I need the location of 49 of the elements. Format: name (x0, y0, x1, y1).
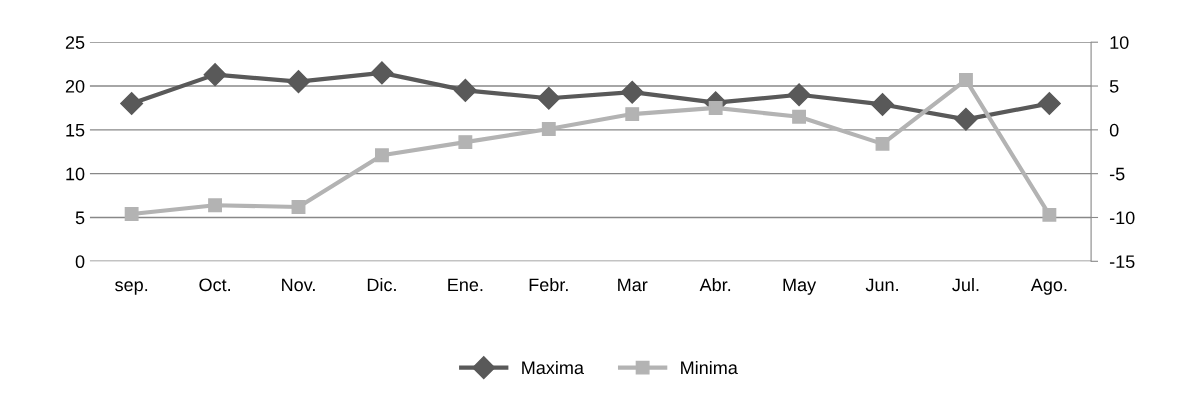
point (792, 109, 807, 124)
x-tick-label: Nov. (282, 278, 315, 292)
x-tick-label: Oct. (199, 278, 230, 292)
point (287, 70, 310, 94)
x-tick-label: Abr. (699, 277, 731, 292)
y-tick-label: 15 (66, 123, 85, 137)
point (203, 63, 227, 87)
point (708, 100, 723, 115)
x-tick-label: sep. (115, 281, 148, 295)
x-tick-label: Ago. (1030, 278, 1067, 295)
point (625, 107, 640, 122)
point (954, 107, 978, 131)
point (541, 122, 556, 136)
point (458, 135, 473, 150)
point (620, 80, 644, 104)
point (958, 72, 973, 87)
y2-tick-label: 5 (1109, 80, 1119, 93)
y-tick-label: 5 (75, 211, 85, 225)
legend-label: Maxima (522, 360, 584, 375)
y-tick-label: 25 (65, 36, 85, 49)
x-tick-label: Febr. (529, 277, 568, 292)
y2-tick-label: 0 (1109, 123, 1119, 137)
y2-tick-label: -10 (1109, 211, 1135, 225)
y-tick-label: 20 (65, 79, 85, 93)
point (291, 200, 306, 214)
point (1037, 92, 1061, 116)
point (370, 61, 394, 85)
x-tick-label: May (783, 278, 817, 295)
point (120, 92, 144, 116)
point (1042, 207, 1057, 222)
x-tick-label: Jun. (865, 278, 898, 292)
y-tick-label: 0 (75, 255, 85, 269)
point (374, 148, 389, 163)
x-tick-label: Dic. (367, 277, 396, 292)
x-tick-label: Mar (618, 278, 648, 292)
point (875, 136, 890, 151)
point (453, 78, 477, 102)
point (208, 198, 223, 213)
point (871, 92, 895, 116)
y-tick-label: 10 (66, 167, 85, 181)
point (787, 83, 811, 107)
x-tick-label: Jul. (952, 277, 979, 292)
y2-tick-label: -15 (1109, 255, 1135, 269)
point (124, 207, 139, 221)
y2-tick-label: 10 (1110, 36, 1129, 49)
y2-tick-label: -5 (1109, 167, 1125, 181)
x-tick-label: Ene. (448, 278, 483, 292)
legend-label: Minima (681, 360, 738, 375)
point (537, 86, 561, 110)
